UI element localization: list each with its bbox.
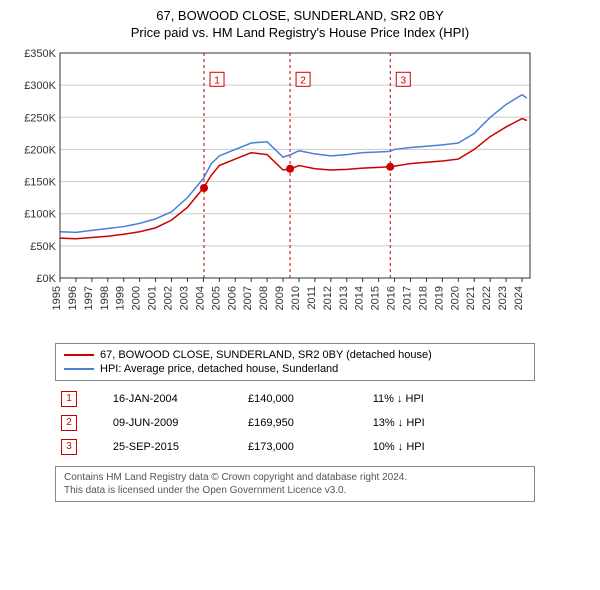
legend-swatch <box>64 368 94 370</box>
event-number-badge: 1 <box>61 391 77 407</box>
legend-row: HPI: Average price, detached house, Sund… <box>64 362 526 376</box>
y-tick-label: £100K <box>24 209 56 221</box>
x-tick-label: 2019 <box>433 286 445 310</box>
price-chart-svg: £0K £50K £100K £150K £200K £250K £300K £350K 199… <box>20 48 540 328</box>
event-price: £140,000 <box>244 388 367 410</box>
footer-line-1: Contains HM Land Registry data © Crown c… <box>64 471 526 484</box>
y-tick-label: £0K <box>36 273 56 285</box>
legend-box: 67, BOWOOD CLOSE, SUNDERLAND, SR2 0BY (d… <box>55 343 535 381</box>
x-tick-label: 2020 <box>449 286 461 310</box>
x-tick-label: 2005 <box>210 286 222 310</box>
x-tick-label: 1996 <box>67 286 79 310</box>
event-row: 3 25-SEP-2015£173,00010% ↓ HPI <box>57 436 533 458</box>
x-tick-label: 2021 <box>465 286 477 310</box>
x-tick-label: 2012 <box>322 286 334 310</box>
x-tick-label: 1995 <box>51 286 63 310</box>
x-tick-label: 1998 <box>99 286 111 310</box>
x-tick-label: 2003 <box>178 286 190 310</box>
x-tick-label: 2015 <box>370 286 382 310</box>
x-tick-label: 2023 <box>497 286 509 310</box>
x-tick-label: 2011 <box>306 286 318 310</box>
event-box-number: 1 <box>214 75 220 86</box>
y-tick-label: £350K <box>24 48 56 60</box>
events-table: 1 16-JAN-2004£140,00011% ↓ HPI 2 09-JUN-200… <box>55 386 535 460</box>
x-tick-label: 2016 <box>386 286 398 310</box>
x-tick-label: 2000 <box>131 286 143 310</box>
y-tick-label: £50K <box>30 241 56 253</box>
x-tick-label: 2024 <box>513 286 525 310</box>
legend-label: 67, BOWOOD CLOSE, SUNDERLAND, SR2 0BY (d… <box>100 349 432 361</box>
footer-box: Contains HM Land Registry data © Crown c… <box>55 466 535 502</box>
x-tick-label: 2013 <box>338 286 350 310</box>
chart-subtitle: Price paid vs. HM Land Registry's House … <box>0 25 600 40</box>
event-row: 1 16-JAN-2004£140,00011% ↓ HPI <box>57 388 533 410</box>
event-price: £173,000 <box>244 436 367 458</box>
event-date: 16-JAN-2004 <box>109 388 242 410</box>
legend-label: HPI: Average price, detached house, Sund… <box>100 363 338 375</box>
event-number-badge: 3 <box>61 439 77 455</box>
event-delta: 10% ↓ HPI <box>369 436 533 458</box>
event-box-number: 3 <box>400 75 406 86</box>
x-tick-label: 2004 <box>194 286 206 310</box>
event-date: 25-SEP-2015 <box>109 436 242 458</box>
x-tick-label: 1997 <box>83 286 95 310</box>
y-tick-label: £300K <box>24 80 56 92</box>
legend-row: 67, BOWOOD CLOSE, SUNDERLAND, SR2 0BY (d… <box>64 348 526 362</box>
x-tick-label: 2002 <box>163 286 175 310</box>
footer-line-2: This data is licensed under the Open Gov… <box>64 484 526 497</box>
x-tick-label: 2001 <box>147 286 159 310</box>
chart-title: 67, BOWOOD CLOSE, SUNDERLAND, SR2 0BY <box>0 8 600 23</box>
y-tick-label: £250K <box>24 112 56 124</box>
event-row: 2 09-JUN-2009£169,95013% ↓ HPI <box>57 412 533 434</box>
y-tick-label: £200K <box>24 144 56 156</box>
x-tick-label: 2014 <box>354 286 366 310</box>
chart-area: £0K £50K £100K £150K £200K £250K £300K £350K 199… <box>20 48 580 333</box>
x-tick-label: 2010 <box>290 286 302 310</box>
event-number-badge: 2 <box>61 415 77 431</box>
chart-container: 67, BOWOOD CLOSE, SUNDERLAND, SR2 0BY Pr… <box>0 8 600 502</box>
x-tick-label: 2006 <box>226 286 238 310</box>
event-date: 09-JUN-2009 <box>109 412 242 434</box>
x-tick-label: 2018 <box>417 286 429 310</box>
x-tick-label: 2017 <box>402 286 414 310</box>
x-tick-label: 2007 <box>242 286 254 310</box>
event-delta: 13% ↓ HPI <box>369 412 533 434</box>
x-tick-label: 2008 <box>258 286 270 310</box>
legend-swatch <box>64 354 94 356</box>
x-tick-label: 2009 <box>274 286 286 310</box>
event-price: £169,950 <box>244 412 367 434</box>
x-tick-label: 2022 <box>481 286 493 310</box>
y-tick-label: £150K <box>24 177 56 189</box>
event-delta: 11% ↓ HPI <box>369 388 533 410</box>
x-tick-label: 1999 <box>115 286 127 310</box>
event-box-number: 2 <box>300 75 306 86</box>
